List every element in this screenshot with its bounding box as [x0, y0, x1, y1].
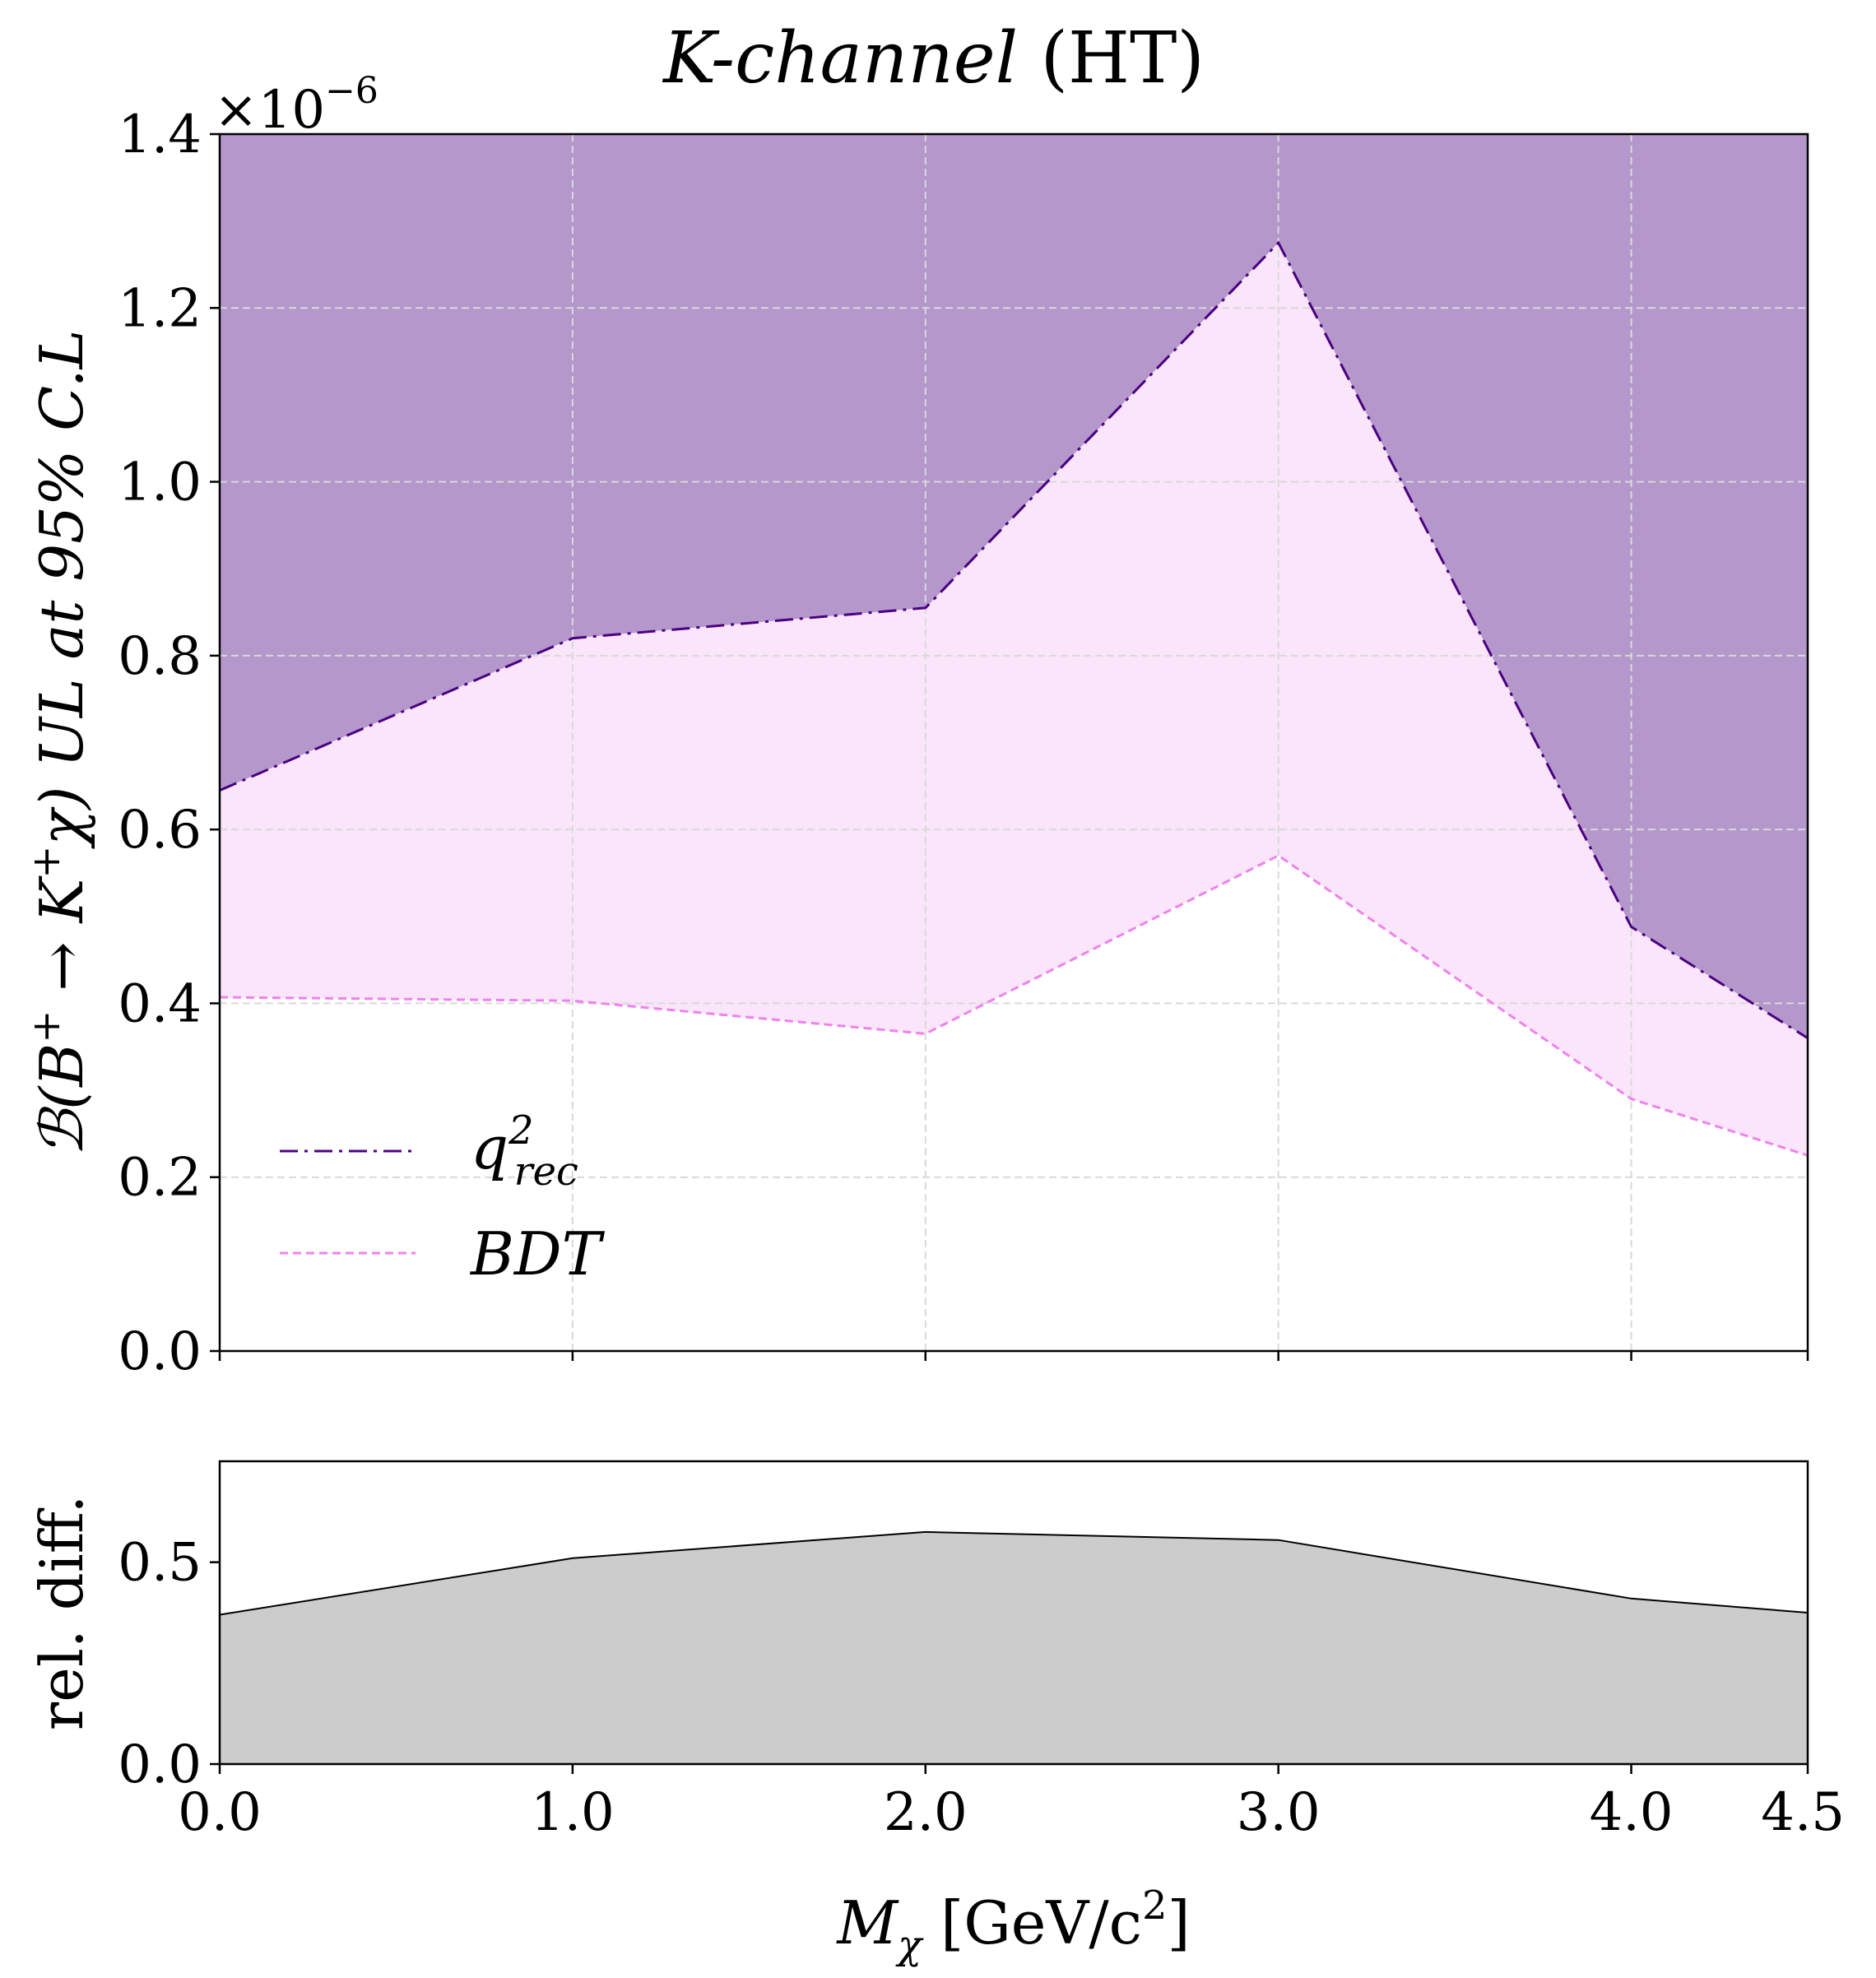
bottom-plot-fill — [219, 1530, 1809, 1764]
bottom-x-tick-label-4: 4.0 — [1590, 1782, 1674, 1843]
fill-between-qrec-bdt — [220, 243, 1808, 1156]
chart-title: K-channel (HT) — [662, 17, 1205, 100]
fill-above-qrec — [220, 134, 1808, 1038]
bottom-y-tick-label-0: 0.0 — [118, 1734, 202, 1795]
legend: q2 rec BDT — [280, 1107, 606, 1288]
legend-label-qrec: q2 rec — [471, 1107, 578, 1195]
series-line-bdt — [219, 854, 1809, 1157]
legend-entry-bdt: BDT — [280, 1219, 606, 1288]
legend-entry-qrec: q2 rec — [280, 1107, 578, 1195]
top-y-tick-label-0: 0.0 — [118, 1321, 202, 1382]
top-y-axis-label: ℬ(B+ → K+χ) UL at 95% C.L — [23, 330, 96, 1157]
top-y-tick-label-4: 0.8 — [118, 626, 202, 687]
top-y-tick-label-1: 0.2 — [118, 1148, 202, 1209]
top-y-tick-label-5: 1.0 — [118, 453, 202, 513]
top-axis-ticks: 0.0 0.2 0.4 0.6 0.8 1.0 1.2 1.4 — [118, 104, 1809, 1382]
bottom-y-axis-label: rel. diff. — [27, 1495, 96, 1730]
top-series-lines — [219, 240, 1809, 1157]
top-y-tick-label-6: 1.2 — [118, 278, 202, 339]
top-grid — [220, 134, 1808, 1351]
bottom-plot-frame — [218, 1460, 1809, 1766]
bottom-x-tick-label-2: 2.0 — [884, 1782, 968, 1843]
bottom-y-tick-label-1: 0.5 — [118, 1533, 202, 1594]
bottom-x-tick-label-5: 4.5 — [1761, 1782, 1845, 1843]
bottom-axis-ticks: 0.0 0.5 0.0 1.0 2.0 3.0 4.0 4.5 — [118, 1533, 1845, 1843]
rel-diff-area — [220, 1531, 1808, 1764]
bottom-x-tick-label-0: 0.0 — [178, 1782, 262, 1843]
y-multiplier: ×10−6 — [214, 70, 378, 141]
legend-label-bdt: BDT — [469, 1219, 606, 1288]
rel-diff-line — [219, 1530, 1809, 1616]
top-plot-fills — [220, 134, 1808, 1156]
bottom-x-tick-label-3: 3.0 — [1237, 1782, 1321, 1843]
x-axis-label: Mχ [GeV/c2] — [835, 1883, 1190, 1968]
top-y-tick-label-3: 0.6 — [118, 800, 202, 861]
top-y-tick-label-7: 1.4 — [118, 104, 202, 165]
top-plot-frame — [218, 132, 1809, 1353]
top-y-tick-label-2: 0.4 — [118, 973, 202, 1034]
series-line-qrec — [219, 240, 1809, 1039]
bottom-x-tick-label-1: 1.0 — [531, 1782, 615, 1843]
